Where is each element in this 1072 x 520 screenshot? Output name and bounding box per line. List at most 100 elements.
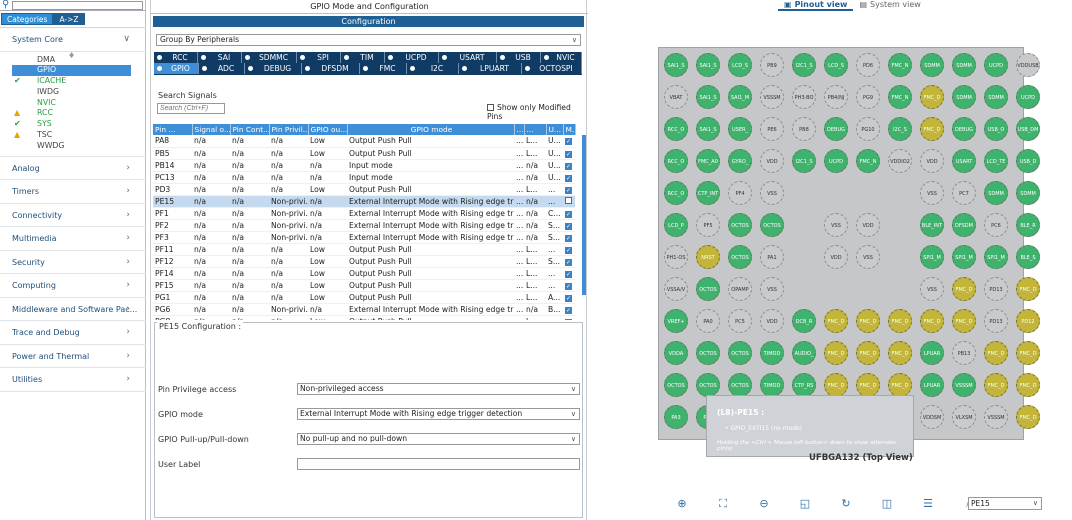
pin-ball[interactable]: FMC_D [1016, 405, 1040, 429]
pin-ball[interactable]: RCC_O [664, 117, 688, 141]
tab-categories[interactable]: Categories [1, 13, 54, 25]
tab-sai[interactable]: SAI [198, 52, 242, 63]
config-select-1[interactable]: External Interrupt Mode with Rising edge… [297, 408, 580, 420]
pin-ball[interactable]: FMC_D [856, 309, 880, 333]
column-header[interactable]: ... [524, 124, 547, 135]
tab-usb[interactable]: USB [497, 52, 541, 63]
category-analog[interactable]: Analog › [0, 157, 146, 181]
category-power-and-thermal[interactable]: Power and Thermal › [0, 345, 146, 369]
pin-ball[interactable]: FMC_N [888, 85, 912, 109]
pin-ball[interactable]: BLE_R [1016, 213, 1040, 237]
pin-ball[interactable]: USB_DM [1016, 117, 1040, 141]
pin-ball[interactable]: DEBUG [952, 117, 976, 141]
pin-ball[interactable]: FMC_D [920, 309, 944, 333]
tab-spi[interactable]: SPI [297, 52, 341, 63]
zoom-in-icon[interactable]: ⊕ [677, 497, 687, 510]
checked-checkbox[interactable]: ✓ [565, 186, 572, 194]
pin-ball[interactable]: OCTOS [696, 277, 720, 301]
category-timers[interactable]: Timers › [0, 180, 146, 204]
pin-ball[interactable]: SAI1_S [696, 53, 720, 77]
pin-ball[interactable]: SDMM [952, 53, 976, 77]
pin-ball[interactable]: OCTOS [696, 341, 720, 365]
pin-ball[interactable]: RCC_O [664, 149, 688, 173]
checked-checkbox[interactable]: ✓ [565, 210, 572, 218]
pin-ball[interactable]: UCPD [1016, 85, 1040, 109]
checked-checkbox[interactable]: ✓ [565, 162, 572, 170]
pin-ball[interactable]: VSSSM [760, 85, 784, 109]
category-utilities[interactable]: Utilities › [0, 368, 146, 392]
table-row[interactable]: PB5 n/a n/a n/a Low Output Push Pull... L... U.… [153, 147, 575, 160]
pin-ball[interactable]: USER_ [728, 117, 752, 141]
table-row[interactable]: PB14 n/a n/a n/a n/a Input mode... n/a U... ✓ [153, 159, 575, 172]
pin-ball[interactable]: VSSSM [984, 405, 1008, 429]
pin-ball[interactable]: VDD [760, 309, 784, 333]
zoom-out-icon[interactable]: ⊖ [759, 497, 769, 510]
pin-ball[interactable]: PG9 [856, 85, 880, 109]
pin-ball[interactable]: FMC_D [1016, 373, 1040, 397]
category-connectivity[interactable]: Connectivity › [0, 204, 146, 228]
sidebar-item-nvic[interactable]: NVIC [12, 98, 131, 109]
tab-a-z[interactable]: A->Z [53, 13, 85, 25]
pin-ball[interactable]: FMC_D [1016, 341, 1040, 365]
pin-ball[interactable]: OCTOS [728, 213, 752, 237]
pin-ball[interactable]: OCTOS [696, 373, 720, 397]
pin-ball[interactable]: TIMOD [760, 373, 784, 397]
signal-search-input[interactable] [157, 103, 225, 114]
table-row[interactable]: PG1 n/a n/a n/a Low Output Push Pull... L... A.… [153, 291, 575, 304]
column-header[interactable]: Pin Privil... [269, 124, 309, 135]
pin-ball[interactable]: USB_O [984, 117, 1008, 141]
pin-ball[interactable]: VDDA [664, 341, 688, 365]
pin-ball[interactable]: VDDSM [920, 405, 944, 429]
pin-ball[interactable]: PB4(NJ [824, 85, 848, 109]
pin-ball[interactable]: FMC_D [984, 341, 1008, 365]
checked-checkbox[interactable]: ✓ [565, 150, 572, 158]
pin-ball[interactable]: AUDIO_ [792, 341, 816, 365]
pin-ball[interactable]: PD13 [984, 277, 1008, 301]
pin-ball[interactable]: PF5 [696, 213, 720, 237]
pin-ball[interactable]: BLE_INT [920, 213, 944, 237]
pin-ball[interactable]: CTP_INT [696, 181, 720, 205]
pin-ball[interactable]: PC7 [952, 181, 976, 205]
split-icon[interactable]: ◫ [881, 497, 893, 510]
pin-ball[interactable]: GYRO_ [728, 149, 752, 173]
pin-ball[interactable]: LCD_S [824, 53, 848, 77]
pin-ball[interactable]: LCD_TE [984, 149, 1008, 173]
pin-ball[interactable]: NRST [696, 245, 720, 269]
pin-ball[interactable]: UCPD [984, 53, 1008, 77]
tab-tim[interactable]: TIM [341, 52, 385, 63]
pin-ball[interactable]: PA1 [760, 245, 784, 269]
pin-ball[interactable]: USB_D [1016, 149, 1040, 173]
pin-ball[interactable]: FMC_D [856, 341, 880, 365]
pin-ball[interactable]: VSS [824, 213, 848, 237]
pin-ball[interactable]: LCD_P [664, 213, 688, 237]
fit-icon[interactable]: ⛶ [719, 497, 727, 510]
pin-ball[interactable]: PD12 [1016, 309, 1040, 333]
pin-ball[interactable]: VSSSM [952, 373, 976, 397]
pin-ball[interactable]: PB9 [760, 53, 784, 77]
pin-ball[interactable]: VSSA/V [664, 277, 688, 301]
checked-checkbox[interactable]: ✓ [565, 318, 572, 320]
pin-ball[interactable]: CTP_RS [792, 373, 816, 397]
column-header[interactable]: Pin Cont... [230, 124, 270, 135]
pin-ball[interactable]: FMC_D [888, 373, 912, 397]
pin-ball[interactable]: BLE_S [1016, 245, 1040, 269]
sidebar-item-wwdg[interactable]: WWDG [12, 141, 131, 152]
tab-i2c[interactable]: I2C [407, 63, 459, 74]
user-label-input[interactable] [297, 458, 580, 470]
pin-ball[interactable]: LPUAR [920, 341, 944, 365]
checked-checkbox[interactable]: ✓ [565, 222, 572, 230]
pin-ball[interactable]: OPAMP [728, 277, 752, 301]
pin-ball[interactable]: VDD [920, 149, 944, 173]
pin-ball[interactable]: PB13 [952, 341, 976, 365]
pin-ball[interactable]: SDMM [952, 85, 976, 109]
sort-icon[interactable]: ♦ [68, 50, 76, 60]
category-security[interactable]: Security › [0, 251, 146, 275]
pin-ball[interactable]: FMC_D [1016, 277, 1040, 301]
pin-ball[interactable]: SDMM [1016, 181, 1040, 205]
pin-ball[interactable]: TIMOD [760, 341, 784, 365]
pin-ball[interactable]: OCTOS [728, 245, 752, 269]
sidebar-item-rcc[interactable]: ▲ RCC [12, 108, 131, 119]
